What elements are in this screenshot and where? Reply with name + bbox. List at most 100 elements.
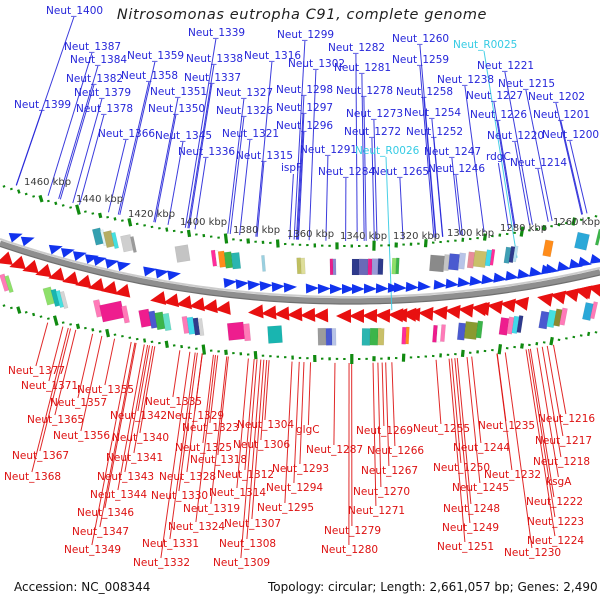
- gene-label-reverse[interactable]: Neut_1250: [433, 462, 491, 474]
- reverse-gene-arrow[interactable]: [573, 283, 591, 300]
- forward-gene-arrow[interactable]: [235, 278, 250, 290]
- forward-gene-arrow[interactable]: [433, 279, 448, 291]
- reverse-gene-arrow[interactable]: [60, 271, 79, 288]
- forward-gene-arrow[interactable]: [72, 248, 88, 261]
- forward-gene-arrow[interactable]: [545, 263, 560, 276]
- forward-gene-arrow[interactable]: [155, 266, 170, 279]
- reverse-gene-arrow[interactable]: [486, 298, 503, 315]
- forward-gene-arrow[interactable]: [48, 241, 64, 255]
- reverse-gene-arrow[interactable]: [499, 297, 516, 313]
- gene-label-reverse[interactable]: Neut_1312: [217, 469, 275, 481]
- gene-label-forward[interactable]: ispF: [281, 162, 303, 174]
- gene-label-reverse[interactable]: Neut_1319: [183, 503, 241, 515]
- gene-label-forward[interactable]: Neut_1259: [392, 54, 450, 66]
- gene-label-reverse[interactable]: Neut_1365: [27, 414, 85, 426]
- forward-gene-arrow[interactable]: [557, 261, 572, 273]
- gene-label-reverse[interactable]: Neut_1368: [4, 471, 62, 483]
- reverse-gene-arrow[interactable]: [549, 288, 567, 305]
- forward-gene-arrow[interactable]: [247, 279, 262, 291]
- gene-label-reverse[interactable]: Neut_1340: [112, 432, 170, 444]
- forward-gene-arrow[interactable]: [143, 264, 158, 277]
- forward-gene-arrow[interactable]: [469, 275, 483, 287]
- reverse-gene-arrow[interactable]: [562, 285, 580, 302]
- reverse-gene-arrow[interactable]: [74, 274, 92, 292]
- gene-label-reverse[interactable]: Neut_1332: [133, 557, 191, 569]
- reverse-gene-arrow[interactable]: [247, 304, 264, 319]
- forward-gene-arrow[interactable]: [590, 254, 600, 267]
- gene-label-forward[interactable]: Neut_1337: [184, 72, 242, 84]
- gene-label-reverse[interactable]: Neut_1279: [324, 525, 382, 537]
- gene-label-forward[interactable]: Neut_1258: [396, 86, 454, 98]
- gene-label-forward[interactable]: Neut_1265: [372, 166, 430, 178]
- gene-label-reverse[interactable]: Neut_1323: [182, 422, 240, 434]
- reverse-gene-arrow[interactable]: [201, 299, 218, 315]
- forward-gene-arrow[interactable]: [529, 266, 544, 279]
- forward-gene-arrow[interactable]: [445, 278, 460, 290]
- gene-label-reverse[interactable]: Neut_1222: [526, 496, 584, 508]
- reverse-gene-arrow[interactable]: [431, 305, 448, 320]
- forward-gene-arrow[interactable]: [271, 281, 286, 292]
- forward-gene-arrow[interactable]: [505, 270, 519, 283]
- gene-label-forward[interactable]: Neut_1254: [404, 107, 462, 119]
- forward-gene-arrow[interactable]: [317, 283, 331, 294]
- gene-label-forward[interactable]: Neut_1400: [46, 5, 104, 17]
- reverse-gene-arrow[interactable]: [418, 306, 434, 321]
- forward-gene-arrow[interactable]: [93, 253, 108, 266]
- gene-label-forward[interactable]: Neut_1378: [76, 103, 134, 115]
- reverse-gene-arrow[interactable]: [457, 302, 474, 318]
- reverse-gene-arrow[interactable]: [349, 309, 365, 324]
- reverse-gene-arrow[interactable]: [536, 290, 554, 307]
- gene-label-forward[interactable]: Neut_1338: [186, 53, 244, 65]
- gene-label-reverse[interactable]: Neut_1271: [348, 505, 406, 517]
- forward-gene-arrow[interactable]: [393, 282, 407, 294]
- gene-label-forward[interactable]: Neut_1326: [216, 105, 274, 117]
- gene-label-reverse[interactable]: Neut_1341: [106, 452, 164, 464]
- forward-gene-arrow[interactable]: [517, 268, 531, 281]
- reverse-gene-arrow[interactable]: [512, 295, 529, 311]
- gene-label-reverse[interactable]: Neut_1295: [257, 502, 315, 514]
- forward-gene-arrow[interactable]: [375, 283, 389, 294]
- forward-gene-arrow[interactable]: [60, 245, 76, 258]
- gene-label-reverse[interactable]: Neut_1357: [50, 397, 108, 409]
- gene-label-reverse[interactable]: Neut_1269: [356, 425, 414, 437]
- gene-label-forward[interactable]: Neut_1296: [276, 120, 334, 132]
- gene-label-forward[interactable]: Neut_1252: [406, 126, 464, 138]
- gene-label-reverse[interactable]: Neut_1255: [413, 423, 471, 435]
- gene-label-reverse[interactable]: Neut_1324: [168, 521, 226, 533]
- gene-label-reverse[interactable]: Neut_1329: [167, 410, 225, 422]
- gene-label-reverse[interactable]: Neut_1232: [484, 469, 542, 481]
- forward-gene-arrow[interactable]: [341, 284, 355, 295]
- gene-label-forward[interactable]: Neut_1284: [318, 166, 376, 178]
- gene-label-reverse[interactable]: Neut_1318: [190, 454, 248, 466]
- gene-label-forward[interactable]: Neut_1282: [328, 42, 386, 54]
- reverse-gene-arrow[interactable]: [392, 308, 408, 323]
- gene-label-forward[interactable]: Neut_1200: [542, 129, 600, 141]
- gene-label-reverse[interactable]: Neut_1293: [272, 463, 330, 475]
- gene-label-forward[interactable]: Neut_1202: [528, 91, 586, 103]
- gene-label-forward[interactable]: Neut_1246: [428, 163, 486, 175]
- gene-label-reverse[interactable]: Neut_1266: [367, 445, 425, 457]
- reverse-gene-arrow[interactable]: [586, 280, 600, 297]
- forward-gene-arrow[interactable]: [578, 256, 593, 270]
- gene-label-forward[interactable]: Neut_1238: [437, 74, 495, 86]
- gene-label-reverse[interactable]: Neut_1216: [538, 413, 596, 425]
- gene-label-forward[interactable]: Neut_1379: [74, 87, 132, 99]
- reverse-gene-arrow[interactable]: [20, 259, 39, 278]
- reverse-gene-arrow[interactable]: [261, 305, 277, 321]
- reverse-gene-arrow[interactable]: [162, 293, 180, 309]
- forward-gene-arrow[interactable]: [117, 259, 132, 272]
- forward-gene-arrow[interactable]: [305, 283, 319, 294]
- gene-label-reverse[interactable]: Neut_1304: [237, 419, 295, 431]
- gene-label-reverse[interactable]: Neut_1355: [77, 384, 135, 396]
- reverse-gene-arrow[interactable]: [46, 267, 65, 284]
- forward-gene-arrow[interactable]: [167, 268, 181, 281]
- gene-label-reverse[interactable]: Neut_1367: [12, 450, 70, 462]
- gene-label-reverse[interactable]: Neut_1371: [21, 380, 79, 392]
- gene-label-forward[interactable]: Neut_1382: [66, 73, 124, 85]
- gene-label-forward[interactable]: Neut_1297: [276, 102, 334, 114]
- gene-label-reverse[interactable]: Neut_1377: [8, 365, 66, 377]
- gene-label-forward[interactable]: Neut_1351: [150, 86, 208, 98]
- gene-label-reverse[interactable]: Neut_1294: [266, 482, 324, 494]
- reverse-gene-arrow[interactable]: [113, 283, 131, 301]
- gene-label-forward[interactable]: Neut_1260: [392, 33, 450, 45]
